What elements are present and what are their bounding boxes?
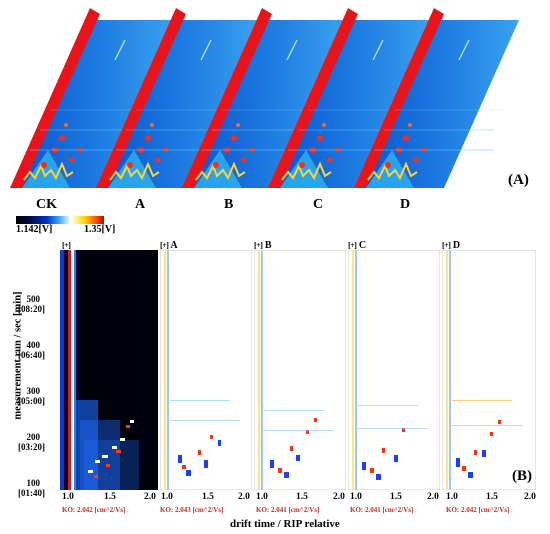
subplot-title-c: [+] C <box>348 240 367 251</box>
panel-a-label: (A) <box>508 172 529 188</box>
subplot-ck <box>60 250 158 490</box>
x-tick: 1.0 <box>446 492 458 502</box>
expand-icon[interactable]: [+] <box>160 241 169 250</box>
y-tick-400: 400 [06:40] <box>18 340 45 360</box>
y-tick-300: 300 [05:00] <box>18 386 45 406</box>
panel-a-3d-spectra <box>10 7 520 189</box>
ko-label-d: KO: 2.042 [cm^2/Vs] <box>446 506 510 514</box>
expand-icon[interactable]: [+] <box>254 241 263 250</box>
x-tick: 2.0 <box>144 492 156 502</box>
subplot-d <box>442 250 536 490</box>
x-tick: 1.5 <box>104 492 116 502</box>
subplot-b <box>254 250 346 490</box>
y-tick-100: 100 [01:40] <box>18 478 45 498</box>
y-tick-200: 200 [03:20] <box>18 432 45 452</box>
subplot-c <box>348 250 440 490</box>
ko-label-c: KO: 2.041 [cm^2/Vs] <box>350 506 414 514</box>
spectrum-slab <box>10 8 175 188</box>
x-tick: 1.0 <box>62 492 74 502</box>
x-tick: 2.0 <box>238 492 250 502</box>
colorbar <box>16 216 104 224</box>
x-tick: 1.5 <box>296 492 308 502</box>
expand-icon[interactable]: [+] <box>62 241 71 250</box>
colorbar-min-label: 1.142[V] <box>16 224 53 235</box>
ko-label-ck: KO: 2.042 [cm^2/Vs] <box>62 506 126 514</box>
x-tick: 1.5 <box>202 492 214 502</box>
y-tick-500: 500 [08:20] <box>18 294 45 314</box>
subplot-title-a: [+] A <box>160 240 178 251</box>
x-tick: 1.5 <box>390 492 402 502</box>
ko-label-b: KO: 2.041 [cm^2/Vs] <box>256 506 320 514</box>
colorbar-max-label: 1.35[V] <box>84 224 116 235</box>
subplot-a <box>160 250 252 490</box>
ko-label-a: KO: 2.043 [cm^2/Vs] <box>160 506 224 514</box>
subplot-title-d: [+] D <box>442 240 461 251</box>
x-tick: 1.0 <box>256 492 268 502</box>
x-tick: 2.0 <box>524 492 536 502</box>
x-tick: 2.0 <box>427 492 439 502</box>
sample-label-b: B <box>224 197 234 212</box>
expand-icon[interactable]: [+] <box>442 241 451 250</box>
x-tick: 2.0 <box>333 492 345 502</box>
sample-label-c: C <box>313 197 324 212</box>
x-axis-label: drift time / RIP relative <box>230 518 340 530</box>
sample-label-a: A <box>135 197 146 212</box>
x-tick: 1.0 <box>161 492 173 502</box>
subplot-title-ck: [+] CK <box>62 240 88 251</box>
sample-label-ck: CK <box>36 197 57 212</box>
x-tick: 1.0 <box>350 492 362 502</box>
panel-b-label: (B) <box>512 468 532 484</box>
x-tick: 1.5 <box>486 492 498 502</box>
sample-label-d: D <box>400 197 411 212</box>
subplot-title-b: [+] B <box>254 240 272 251</box>
expand-icon[interactable]: [+] <box>348 241 357 250</box>
